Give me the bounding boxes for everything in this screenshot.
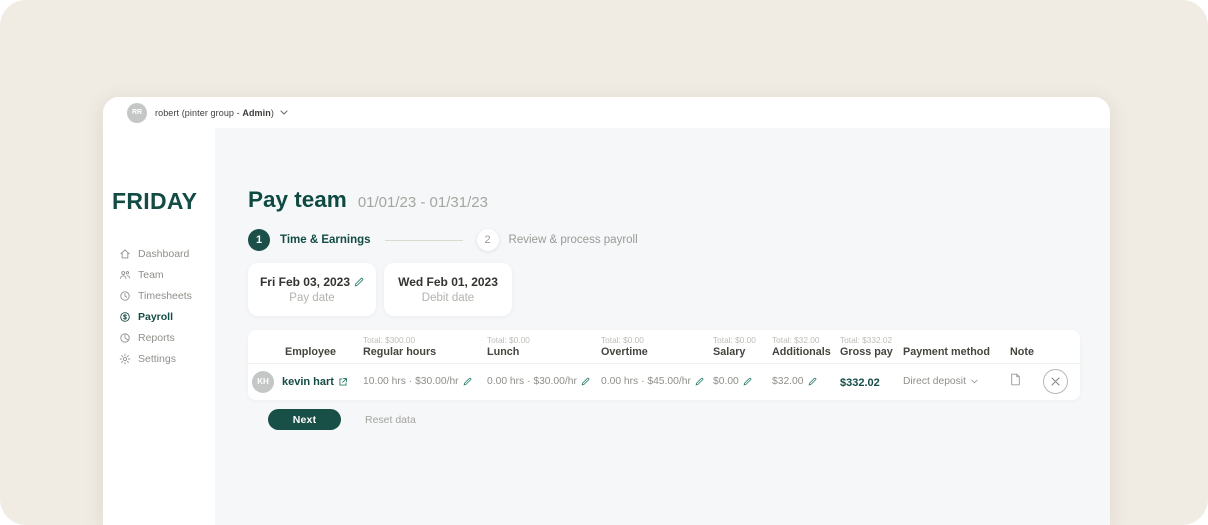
sidebar-item-payroll[interactable]: Payroll [118, 306, 192, 327]
edit-salary-icon[interactable] [743, 377, 752, 386]
pie-chart-icon [118, 331, 131, 344]
chevron-down-icon [971, 379, 978, 384]
debit-date-value: Wed Feb 01, 2023 [398, 275, 498, 289]
edit-pay-date-icon[interactable] [354, 277, 364, 287]
edit-overtime-icon[interactable] [695, 377, 704, 386]
pay-date-card[interactable]: Fri Feb 03, 2023 Pay date [248, 263, 376, 316]
step-2-label: Review & process payroll [508, 234, 638, 246]
earnings-table: Employee Total: $300.00 Regular hours To… [248, 330, 1080, 400]
table-header-row: Employee Total: $300.00 Regular hours To… [248, 330, 1080, 364]
reset-data-link[interactable]: Reset data [365, 413, 416, 426]
pay-period-range: 01/01/23 - 01/31/23 [357, 194, 488, 211]
sidebar-item-dashboard[interactable]: Dashboard [118, 243, 192, 264]
page-title: Pay team [248, 187, 347, 212]
sidebar-nav: Dashboard Team Timesheets [118, 243, 192, 369]
column-header-gross-pay: Total: $332.02 Gross pay [840, 335, 893, 358]
title-row: Pay team 01/01/23 - 01/31/23 [248, 187, 488, 213]
app-window: RR robert (pinter group - Admin) FRIDAY … [103, 97, 1110, 525]
lunch-cell: 0.00 hrs · $30.00/hr [487, 376, 601, 387]
payment-method-dropdown[interactable]: Direct deposit [903, 376, 1010, 387]
remove-employee-button[interactable] [1043, 369, 1068, 394]
column-header-overtime: Total: $0.00 Overtime [601, 335, 648, 358]
home-icon [118, 247, 131, 260]
column-header-additionals: Total: $32.00 Additionals [772, 335, 831, 358]
main-content: Pay team 01/01/23 - 01/31/23 1 Time & Ea… [215, 128, 1110, 525]
debit-date-card: Wed Feb 01, 2023 Debit date [384, 263, 512, 316]
sidebar-item-reports[interactable]: Reports [118, 327, 192, 348]
column-header-salary: Total: $0.00 Salary [713, 335, 756, 358]
sidebar-item-team[interactable]: Team [118, 264, 192, 285]
open-employee-icon[interactable] [338, 377, 348, 387]
note-cell [1010, 373, 1043, 391]
sidebar-item-timesheets[interactable]: Timesheets [118, 285, 192, 306]
sidebar-item-label: Team [138, 268, 164, 281]
user-avatar-initials: RR [131, 109, 143, 116]
edit-regular-hours-icon[interactable] [463, 377, 472, 386]
sidebar-item-label: Dashboard [138, 247, 190, 260]
dollar-icon [118, 310, 131, 323]
step-connector [384, 239, 463, 241]
sidebar-item-label: Reports [138, 331, 175, 344]
gross-pay-cell: $332.02 [840, 376, 880, 389]
step-1-indicator[interactable]: 1 [248, 229, 270, 251]
sidebar-item-label: Payroll [138, 310, 174, 323]
table-row: KH kevin hart 10.00 hrs · $30.00/hr [248, 364, 1080, 399]
user-avatar: RR [127, 102, 147, 123]
remove-cell [1043, 369, 1080, 394]
sidebar-item-label: Timesheets [138, 289, 192, 302]
next-button[interactable]: Next [268, 409, 341, 430]
employee-name-link[interactable]: kevin hart [282, 376, 348, 388]
additionals-cell: $32.00 [772, 376, 840, 387]
step-2-indicator[interactable]: 2 [476, 229, 499, 251]
date-cards: Fri Feb 03, 2023 Pay date Wed Feb 01, 20… [248, 263, 512, 316]
column-header-remove [1043, 330, 1080, 363]
column-header-regular-hours: Total: $300.00 Regular hours [363, 335, 437, 358]
column-header-payment-method: Payment method [903, 346, 990, 358]
debit-date-label: Debit date [421, 292, 475, 304]
edit-additionals-icon[interactable] [808, 377, 817, 386]
app-body: FRIDAY Dashboard Team [103, 128, 1110, 525]
column-header-lunch: Total: $0.00 Lunch [487, 335, 530, 358]
user-menu[interactable]: RR robert (pinter group - Admin) [127, 102, 288, 123]
overtime-cell: 0.00 hrs · $45.00/hr [601, 376, 713, 387]
chevron-down-icon [280, 110, 288, 115]
wizard-stepper: 1 Time & Earnings 2 Review & process pay… [248, 229, 638, 251]
sidebar-item-label: Settings [138, 352, 176, 365]
note-icon[interactable] [1010, 373, 1021, 386]
regular-hours-cell: 10.00 hrs · $30.00/hr [363, 376, 487, 387]
salary-cell: $0.00 [713, 376, 772, 387]
sidebar: FRIDAY Dashboard Team [103, 128, 215, 525]
team-icon [118, 268, 131, 281]
topbar: RR robert (pinter group - Admin) [103, 97, 1110, 128]
column-header-note: Note [1010, 346, 1034, 358]
payment-method-cell: Direct deposit [903, 376, 1010, 387]
edit-lunch-icon[interactable] [581, 377, 590, 386]
pay-date-value: Fri Feb 03, 2023 [259, 275, 351, 289]
pay-date-label: Pay date [289, 292, 335, 304]
app-logo: FRIDAY [112, 188, 198, 214]
user-name: robert (pinter group - Admin) [155, 107, 274, 118]
employee-cell: KH kevin hart [248, 370, 363, 393]
step-1-label: Time & Earnings [280, 234, 371, 246]
actions-row: Next Reset data [268, 409, 416, 430]
sidebar-item-settings[interactable]: Settings [118, 348, 192, 369]
employee-avatar: KH [252, 370, 274, 393]
clock-icon [118, 289, 131, 302]
gear-icon [118, 352, 131, 365]
column-header-employee: Employee [285, 346, 337, 358]
